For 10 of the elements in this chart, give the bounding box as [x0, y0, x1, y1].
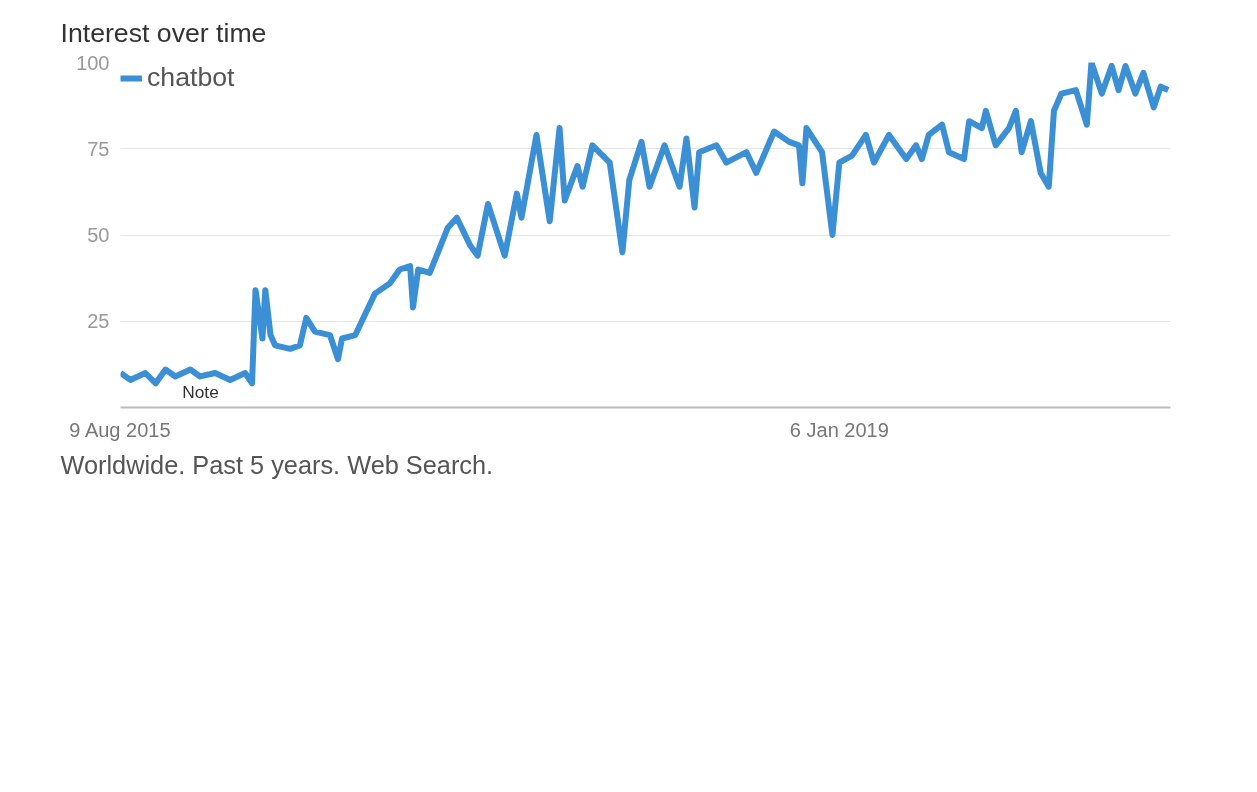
y-tick-label: 25	[87, 310, 110, 333]
text: Worldwide. Past 5 years. Web Search.	[60, 450, 494, 479]
annotation: Note	[182, 381, 219, 402]
y-tick-label: 75	[87, 137, 110, 160]
y-tick-label: 50	[87, 224, 110, 246]
chart-title: Interest over time	[60, 17, 267, 48]
x-tick-label: 9 Aug 2015	[69, 418, 171, 441]
x-tick-label: 6 Jan 2019	[789, 418, 889, 441]
legend-label: chatbot	[147, 62, 235, 93]
y-tick-label: 100	[76, 51, 110, 74]
